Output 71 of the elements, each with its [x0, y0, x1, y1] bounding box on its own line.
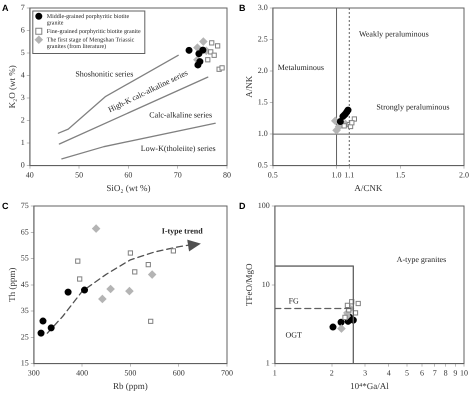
x-tick-label: 7	[432, 368, 437, 378]
x-tick-label: 300	[28, 368, 40, 378]
y-tick-label: 4	[20, 70, 25, 80]
x-tick-label: 700	[221, 368, 233, 378]
y-tick-label: 7	[20, 3, 25, 12]
chart-title: A	[2, 2, 9, 13]
y-tick-label: 1.5	[258, 98, 268, 107]
y-tick-label: 3	[20, 93, 25, 102]
x-axis-title: SiO₂ (wt %)	[106, 182, 150, 193]
y-axis-title: Th (ppm)	[6, 268, 17, 302]
annotation: Weakly peraluminous	[358, 30, 429, 39]
x-tick-label: 600	[172, 368, 185, 378]
x-tick-label: 1.1	[344, 170, 354, 180]
x-tick-label: 5	[405, 368, 410, 378]
x-tick-label: 9	[453, 368, 458, 378]
y-tick-label: 0.5	[258, 160, 268, 170]
annotation: FG	[288, 296, 300, 306]
x-axis-title: Rb (ppm)	[113, 380, 148, 391]
x-tick-label: 1.5	[395, 170, 406, 180]
y-tick-label: 1	[20, 138, 25, 148]
x-tick-label: 40	[26, 170, 34, 180]
chart-title: B	[239, 2, 246, 13]
x-tick-label: 0.5	[268, 170, 278, 180]
x-tick-label: 8	[444, 368, 448, 378]
y-tick-label: 5	[20, 48, 25, 58]
y-axis-title: K₂O (wt %)	[6, 65, 17, 108]
x-tick-label: 6	[420, 368, 424, 378]
y-tick-label: 2	[20, 116, 25, 125]
x-tick-label: 500	[124, 368, 136, 378]
x-tick-label: 4	[386, 368, 391, 378]
annotation: OGT	[285, 330, 302, 340]
y-tick-label: 2.5	[258, 34, 268, 44]
y-tick-label: 1	[266, 358, 270, 368]
x-tick-label: 50	[75, 170, 84, 180]
x-tick-label: 1	[272, 368, 277, 378]
x-tick-label: 3	[363, 368, 368, 378]
y-tick-label: 55	[20, 254, 29, 263]
x-tick-label: 10	[460, 368, 468, 378]
y-axis-title: TFeO/MgO	[244, 263, 254, 306]
x-axis-title: A/CNK	[354, 182, 383, 193]
y-axis-title: A/NK	[244, 75, 254, 98]
y-tick-label: 6	[20, 26, 25, 35]
y-tick-label: 65	[20, 227, 29, 236]
x-tick-label: 80	[223, 170, 231, 180]
x-tick-label: 1.0	[332, 170, 342, 180]
y-tick-label: 3.0	[258, 3, 268, 12]
y-tick-label: 45	[20, 280, 29, 289]
y-tick-label: 100	[258, 201, 270, 210]
series-label: I-type trend	[162, 226, 204, 236]
y-tick-label: 0	[20, 160, 25, 170]
annotation: Shoshonitic series	[75, 69, 134, 78]
annotation: Strongly peraluminous	[376, 102, 450, 112]
annotation: Calc-alkaline series	[149, 110, 212, 120]
chart-title: D	[239, 200, 246, 211]
y-tick-label: 1.0	[258, 129, 268, 138]
annotation: Metaluminous	[278, 62, 324, 72]
y-tick-label: 35	[20, 306, 29, 316]
y-tick-label: 2.0	[258, 66, 268, 76]
y-tick-label: 15	[20, 358, 29, 368]
y-tick-label: 10	[262, 280, 270, 289]
x-tick-label: 60	[124, 170, 132, 180]
x-tick-label: 2.0	[459, 170, 469, 180]
annotation: A-type granites	[396, 255, 446, 264]
x-tick-label: 70	[174, 170, 182, 180]
x-axis-title: 10⁴*Ga/Al	[350, 380, 390, 391]
y-tick-label: 75	[20, 201, 29, 210]
annotation: Low-K(tholeiite) series	[140, 144, 216, 153]
chart-title: C	[2, 200, 9, 211]
x-tick-label: 400	[76, 368, 88, 378]
x-tick-label: 2	[330, 368, 334, 378]
y-tick-label: 25	[20, 332, 29, 342]
